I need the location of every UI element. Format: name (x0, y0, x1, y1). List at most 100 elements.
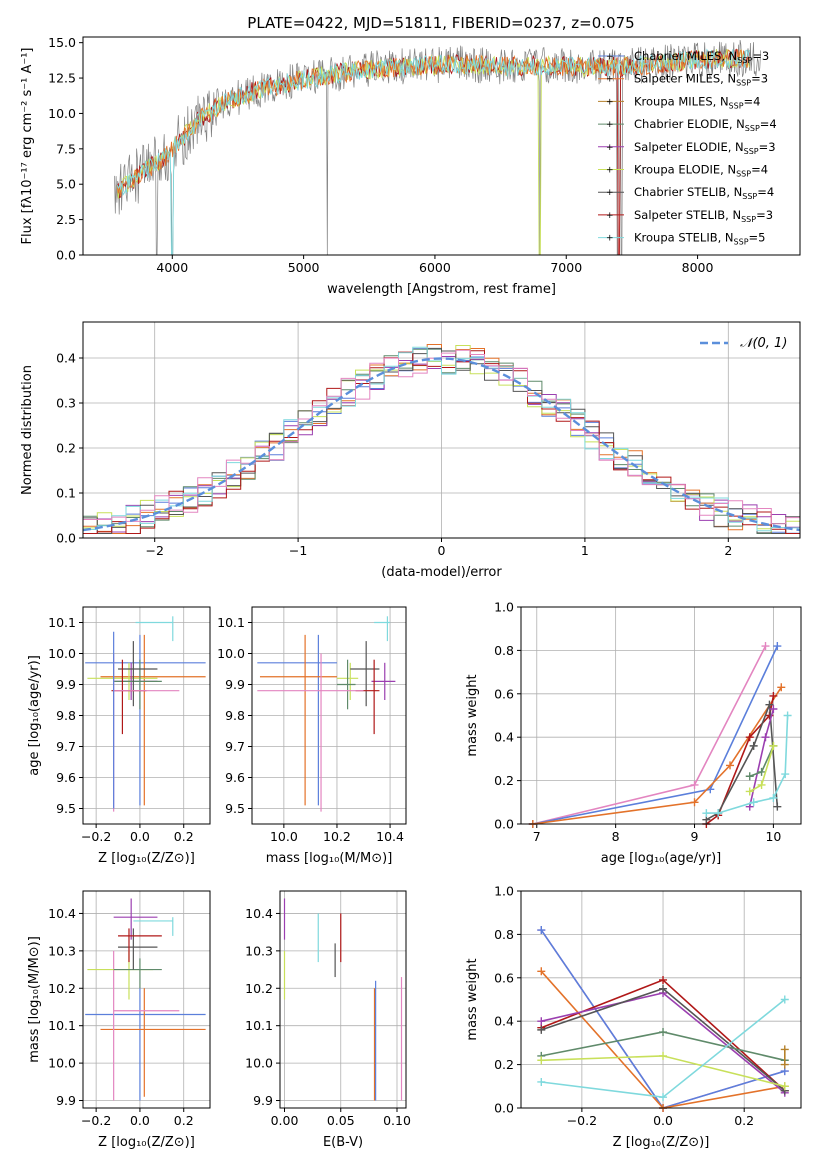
mass-weight-vs-age-ytick-label: 0.8 (494, 643, 514, 658)
age-vs-Z-xtick-label: 0.0 (130, 829, 150, 844)
age-vs-Z-xtick-label: 0.2 (174, 829, 194, 844)
mass-vs-EBV-ytick-label: 10.2 (245, 981, 273, 996)
residual-histogram-xtick-label: −1 (289, 543, 307, 558)
legend-label: Kroupa ELODIE, NSSP=4 (634, 163, 768, 179)
mass-weight-marker (726, 761, 735, 770)
mass-vs-EBV-ytick-label: 10.0 (245, 1056, 273, 1071)
age-vs-mass-xtick-label: 10.0 (270, 829, 298, 844)
mass-weight-vs-age-ytick-label: 1.0 (494, 600, 514, 615)
histogram-step (83, 347, 800, 534)
age-vs-Z-ytick-label: 10.1 (48, 615, 76, 630)
residual-histogram-ytick-label: 0.2 (56, 441, 76, 456)
spectrum-ytick-label: 10.0 (48, 106, 76, 121)
mass-weight-marker (702, 809, 711, 818)
spectrum-xtick-label: 8000 (682, 260, 714, 275)
mass-weight-marker (749, 741, 758, 750)
mass-vs-Z-ytick-label: 10.2 (48, 981, 76, 996)
age-vs-Z-xlabel: Z [log₁₀(Z/Z⊙)] (98, 851, 195, 866)
mass-vs-EBV-xtick-label: 0.05 (327, 1113, 355, 1128)
legend-marker: + (606, 75, 614, 85)
spectrum-model-line (116, 49, 750, 197)
figure-title: PLATE=0422, MJD=51811, FIBERID=0237, z=0… (247, 14, 634, 32)
age-vs-Z-frame (82, 606, 211, 825)
spectrum-xtick-label: 5000 (288, 260, 320, 275)
residual-histogram-axes: −2 −1 0 1 2 0.0 0.1 0.2 0.3 0.4 (data-model)/error… (20, 322, 800, 580)
mass-weight-marker (749, 798, 758, 807)
mass-vs-EBV-xtick-label: 0.00 (271, 1113, 299, 1128)
mass-weight-marker (745, 772, 754, 781)
legend-label: Kroupa STELIB, NSSP=5 (634, 231, 765, 247)
mass-weight-vs-age-xlabel: age [log₁₀(age/yr)] (601, 851, 722, 866)
residual-histogram-xtick-label: 2 (724, 543, 732, 558)
mass-vs-Z-ylabel: mass [log₁₀(M/M⊙)] (27, 936, 42, 1063)
age-vs-Z-axes: −0.2 0.0 0.2 9.5 9.6 9.7 9.8 9.9 10.0 10.1 Z [log₁… (27, 607, 210, 866)
mass-weight-marker (769, 741, 778, 750)
mass-weight-marker (659, 984, 668, 993)
age-vs-mass-ytick-label: 10.0 (217, 646, 245, 661)
residual-histogram-xlabel: (data-model)/error (381, 565, 502, 580)
mass-weight-marker (537, 1025, 546, 1034)
mass-weight-marker (777, 683, 786, 692)
mass-weight-vs-Z-ylabel: mass weight (465, 958, 480, 1040)
mass-weight-vs-Z-ytick-label: 0.0 (494, 1101, 514, 1116)
mass-vs-Z-xtick-label: 0.0 (130, 1113, 150, 1128)
age-vs-mass-ytick-label: 9.7 (225, 739, 245, 754)
mass-weight-marker (537, 1056, 546, 1065)
spectrum-ylabel: Flux [fλ10⁻¹⁷ erg cm⁻² s⁻¹ A⁻¹] (20, 48, 35, 245)
mass-vs-EBV-frame (279, 890, 407, 1109)
spectrum-model-line (116, 48, 750, 256)
histogram-step (83, 346, 800, 532)
mass-vs-EBV-ytick-label: 10.1 (245, 1018, 273, 1033)
spectrum-axes: 4000 5000 6000 7000 8000 0.0 2.5 5.0 7.5 10.0 12.5… (20, 35, 714, 297)
legend-marker: + (606, 97, 614, 107)
mass-weight-marker (769, 704, 778, 713)
mass-weight-marker (659, 975, 668, 984)
mass-vs-Z-axes: −0.2 0.0 0.2 9.9 10.0 10.1 10.2 10.3 10.4 Z [log₁… (27, 891, 210, 1150)
mass-weight-marker (773, 642, 782, 651)
mass-vs-EBV-ytick-label: 10.4 (245, 906, 273, 921)
spectrum-xlabel: wavelength [Angstrom, rest frame] (327, 282, 556, 297)
age-vs-mass-ytick-label: 9.9 (225, 677, 245, 692)
spectrum-xtick-label: 6000 (419, 260, 451, 275)
mass-weight-marker (690, 780, 699, 789)
legend-marker: + (606, 143, 614, 153)
legend-marker: + (606, 120, 614, 130)
mass-weight-vs-age-xtick-label: 7 (533, 829, 541, 844)
mass-vs-Z-ytick-label: 10.4 (48, 906, 76, 921)
mass-weight-vs-Z-ytick-label: 0.8 (494, 927, 514, 942)
age-vs-mass-axes: 10.0 10.2 10.4 9.5 9.6 9.7 9.8 9.9 10.0 10.1 mass … (217, 607, 406, 866)
residual-histogram-ytick-label: 0.0 (56, 531, 76, 546)
spectrum-frame (82, 36, 801, 256)
mass-weight-vs-Z-xlabel: Z [log₁₀(Z/Z⊙)] (613, 1135, 710, 1150)
mass-weight-vs-Z-ytick-label: 0.4 (494, 1014, 514, 1029)
mass-weight-marker (780, 995, 789, 1004)
spectrum-ytick-label: 0.0 (56, 248, 76, 263)
age-vs-mass-xtick-label: 10.4 (376, 829, 404, 844)
mass-weight-marker (780, 1060, 789, 1069)
age-vs-Z-ytick-label: 9.8 (56, 708, 76, 723)
mass-weight-marker (659, 1093, 668, 1102)
mass-weight-line (532, 645, 779, 825)
age-vs-mass-xlabel: mass [log₁₀(M/M⊙)] (266, 851, 393, 866)
age-vs-Z-xtick-label: −0.2 (81, 829, 111, 844)
legend-label: Salpeter ELODIE, NSSP=3 (634, 140, 776, 156)
residual-histogram-frame (82, 321, 801, 539)
mass-weight-vs-Z-ytick-label: 1.0 (494, 884, 514, 899)
mass-weight-marker (761, 733, 770, 742)
legend-marker: + (606, 211, 614, 221)
spectrum-xtick-label: 7000 (550, 260, 582, 275)
mass-vs-EBV-ytick-label: 9.9 (253, 1093, 273, 1108)
legend-label: Chabrier MILES, NSSP=3 (634, 49, 769, 65)
mass-weight-marker (769, 793, 778, 802)
age-vs-mass-ytick-label: 10.1 (217, 615, 245, 630)
residual-histogram-ytick-label: 0.4 (56, 351, 76, 366)
legend-marker: + (606, 188, 614, 198)
mass-weight-marker (745, 733, 754, 742)
mass-vs-Z-ytick-label: 10.1 (48, 1018, 76, 1033)
mass-weight-marker (769, 691, 778, 700)
spectrum-ytick-label: 7.5 (56, 141, 76, 156)
mass-weight-vs-Z-axes: −0.2 0.0 0.2 0.0 0.2 0.4 0.6 0.8 1.0 Z [log₁₀(Z/Z… (465, 884, 801, 1150)
mass-weight-marker (537, 1077, 546, 1086)
mass-weight-vs-Z-ytick-label: 0.6 (494, 970, 514, 985)
age-vs-Z-ytick-label: 9.5 (56, 801, 76, 816)
